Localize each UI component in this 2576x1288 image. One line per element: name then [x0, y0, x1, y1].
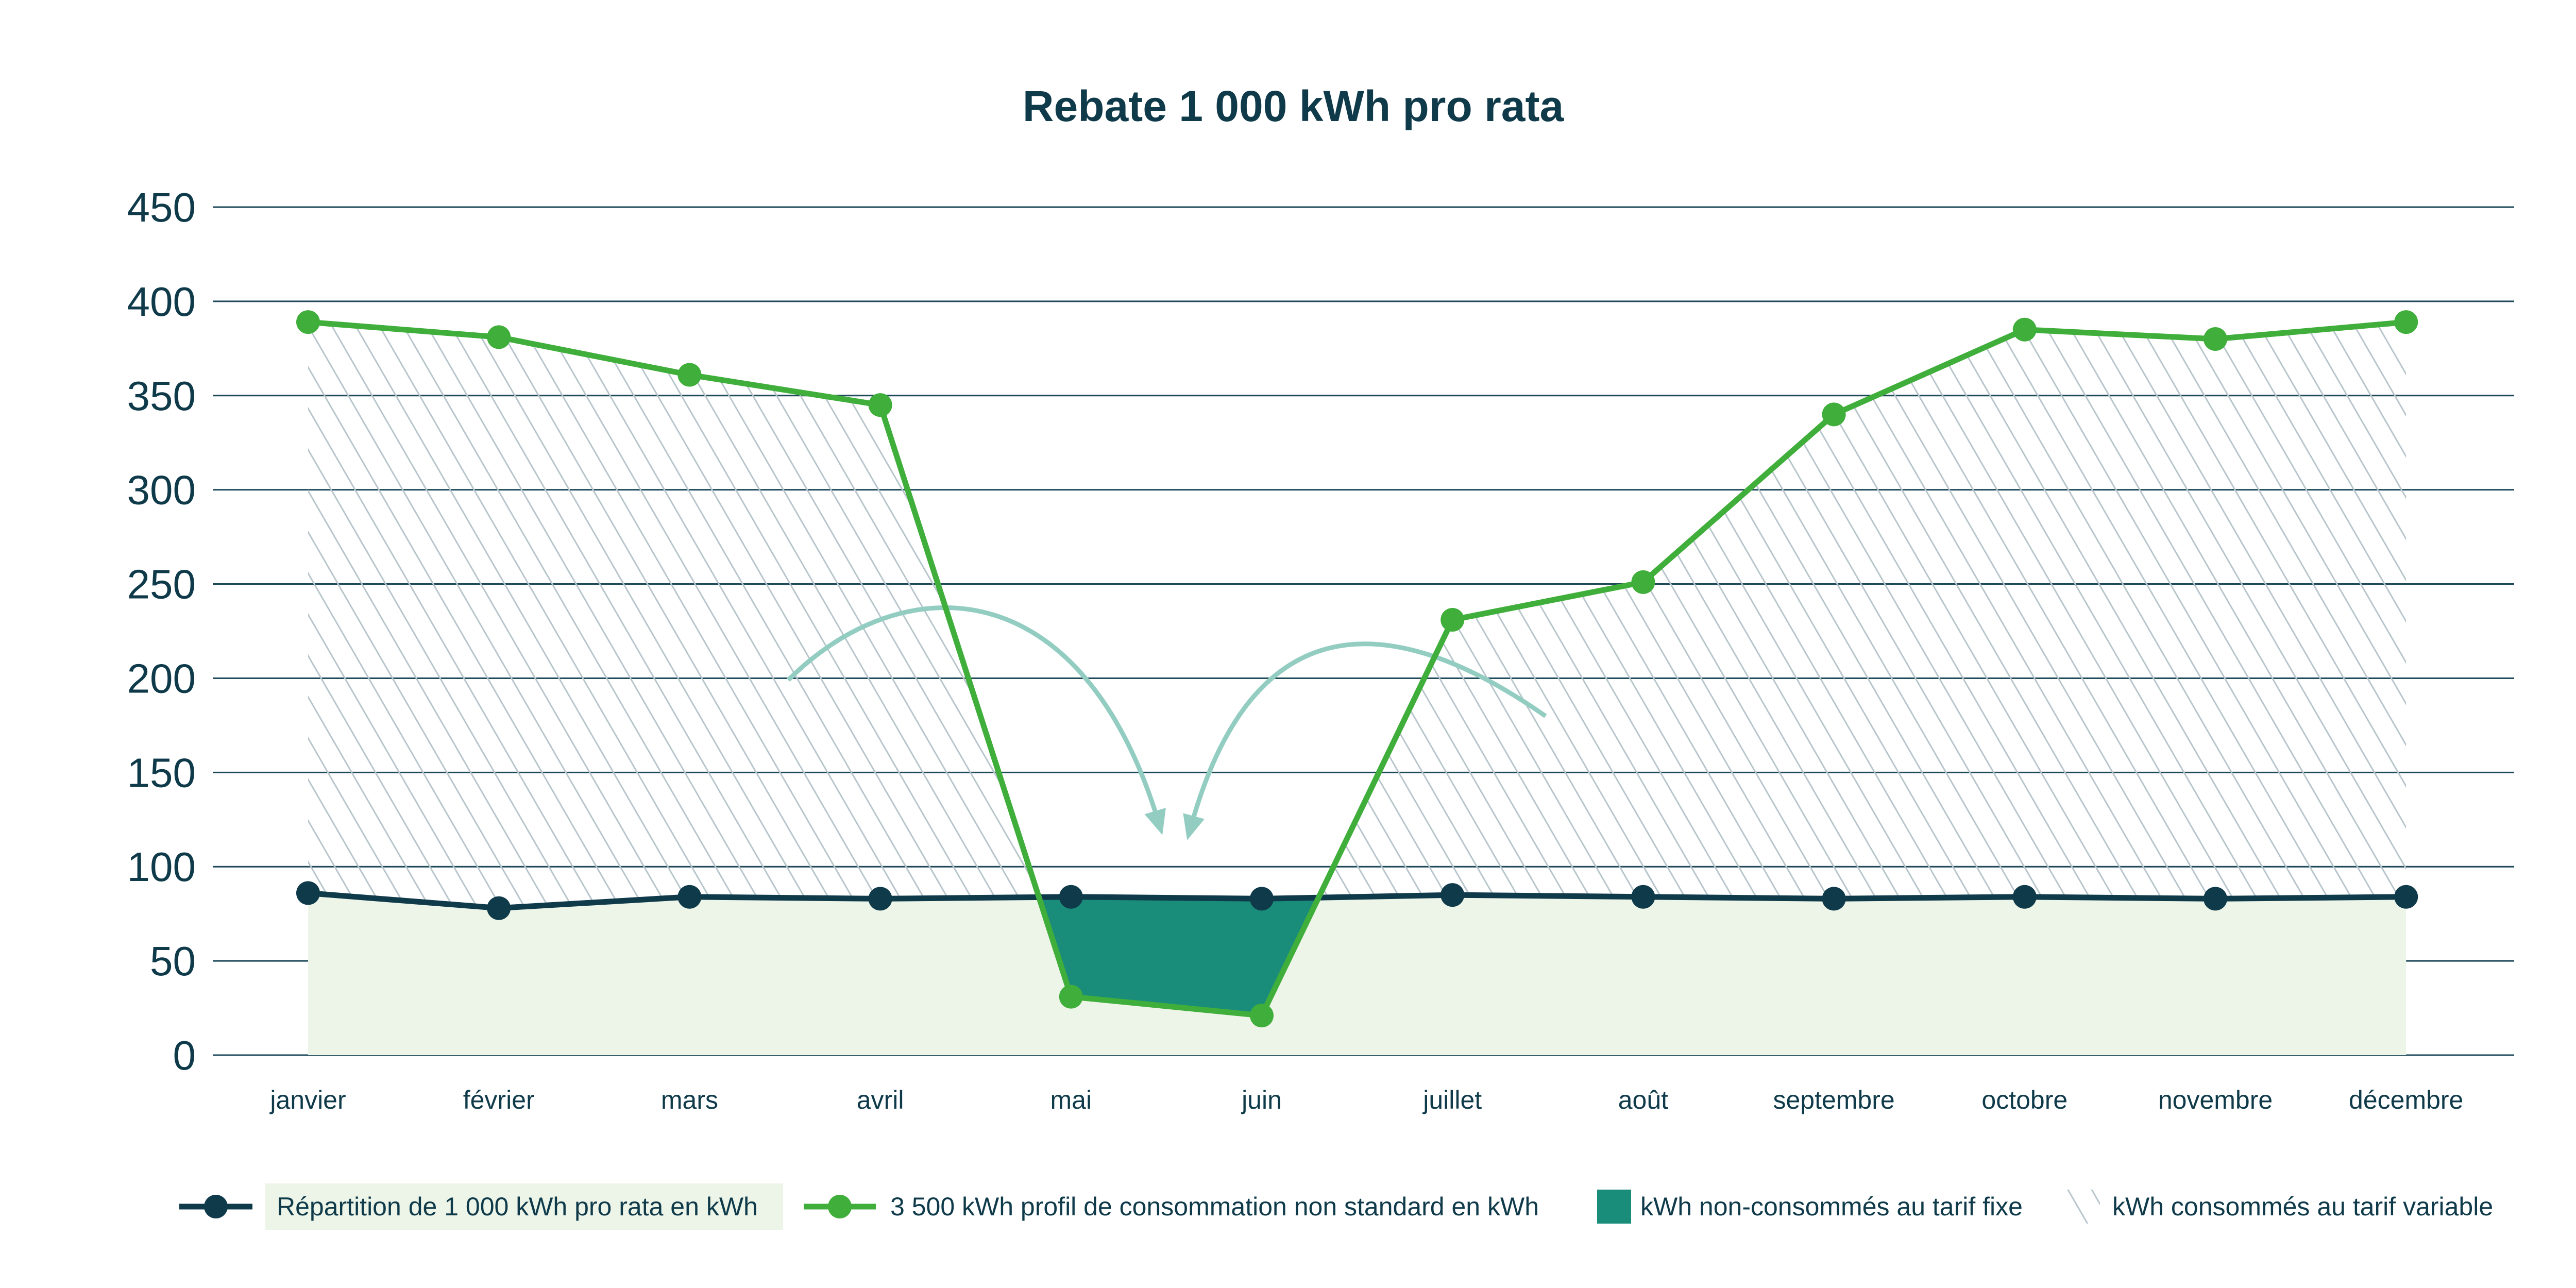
legend-label-background — [265, 1183, 783, 1230]
y-tick-label: 200 — [127, 655, 196, 701]
left-arrow — [786, 605, 1166, 835]
legend-label-fixed: kWh non-consommés au tarif fixe — [1640, 1192, 2023, 1221]
pro-rata-point-octobre — [2012, 885, 2037, 909]
profile-point-novembre — [2204, 327, 2227, 351]
series-line-profile — [308, 319, 2406, 1019]
profile-point-mai — [1059, 985, 1083, 1009]
profile-point-janvier — [296, 310, 320, 334]
pro-rata-point-janvier — [296, 881, 320, 905]
y-tick-label: 0 — [173, 1032, 196, 1078]
y-tick-label: 400 — [127, 279, 196, 325]
pro-rata-point-mars — [677, 885, 702, 909]
pro-rata-point-juillet — [1440, 883, 1465, 907]
legend-marker-pro-rata — [204, 1195, 228, 1218]
x-tick-label: avril — [857, 1086, 904, 1114]
y-tick-label: 350 — [127, 373, 196, 419]
profile-point-juillet — [1440, 608, 1465, 632]
x-tick-label: juillet — [1422, 1086, 1482, 1114]
pro-rata-point-novembre — [2204, 887, 2227, 911]
chart-title: Rebate 1 000 kWh pro rata — [1023, 82, 1565, 130]
legend-marker-profile — [828, 1195, 852, 1218]
profile-point-avril — [868, 393, 892, 417]
pro-rata-point-mai — [1059, 885, 1083, 909]
profile-point-octobre — [2012, 317, 2037, 342]
y-tick-label: 100 — [127, 844, 196, 890]
legend-label-profile: 3 500 kWh profil de consommation non sta… — [890, 1192, 1539, 1221]
y-axis-ticks: 0 50 100 150 200 250 300 350 400 450 — [127, 184, 196, 1078]
profile-point-mars — [677, 363, 702, 387]
y-tick-label: 250 — [127, 562, 196, 607]
series-line-pro-rata — [308, 890, 2406, 911]
legend-swatch-fixed — [1597, 1190, 1631, 1224]
legend-label-pro-rata: Répartition de 1 000 kWh pro rata en kWh — [277, 1192, 758, 1221]
x-tick-label: juin — [1241, 1086, 1282, 1114]
pro-rata-point-septembre — [1822, 887, 1846, 911]
fixed-tariff-unconsumed-area — [1039, 896, 1319, 1016]
x-tick-label: septembre — [1773, 1086, 1894, 1114]
y-tick-label: 450 — [127, 184, 196, 230]
profile-point-septembre — [1822, 402, 1846, 427]
right-arrow — [1183, 641, 1547, 840]
variable-tariff-area — [1318, 322, 2406, 899]
y-tick-label: 300 — [127, 467, 196, 513]
pro-rata-point-février — [487, 896, 511, 920]
pro-rata-point-juin — [1250, 887, 1274, 911]
profile-point-février — [487, 325, 511, 349]
x-axis-ticks: janvier février mars avril mai juin juillet aoû… — [269, 1086, 2463, 1114]
profile-point-juin — [1250, 1004, 1274, 1028]
variable-tariff-area — [308, 322, 1039, 908]
pro-rata-point-avril — [868, 887, 892, 911]
x-tick-label: mars — [661, 1086, 718, 1114]
x-tick-label: janvier — [269, 1086, 346, 1114]
profile-point-août — [1631, 570, 1655, 594]
x-tick-label: février — [463, 1086, 535, 1114]
shift-arrows — [786, 605, 1547, 840]
data-points — [296, 310, 2418, 1028]
legend: Répartition de 1 000 kWh pro rata en kWh… — [179, 1183, 2493, 1230]
legend-label-variable: kWh consommés au tarif variable — [2112, 1192, 2493, 1221]
x-tick-label: novembre — [2158, 1086, 2273, 1114]
series-lines — [308, 319, 2406, 1019]
x-tick-label: décembre — [2349, 1086, 2463, 1114]
x-tick-label: août — [1618, 1086, 1668, 1114]
x-tick-label: mai — [1050, 1086, 1092, 1114]
x-tick-label: octobre — [1981, 1086, 2067, 1114]
y-tick-label: 50 — [150, 938, 196, 984]
pro-rata-point-décembre — [2394, 885, 2418, 909]
y-tick-label: 150 — [127, 750, 196, 795]
base-consumption-area — [308, 893, 2406, 1055]
pro-rata-point-août — [1631, 885, 1655, 909]
legend-swatch-variable — [2066, 1190, 2100, 1224]
profile-point-décembre — [2394, 310, 2418, 334]
chart-areas — [308, 322, 2406, 1055]
